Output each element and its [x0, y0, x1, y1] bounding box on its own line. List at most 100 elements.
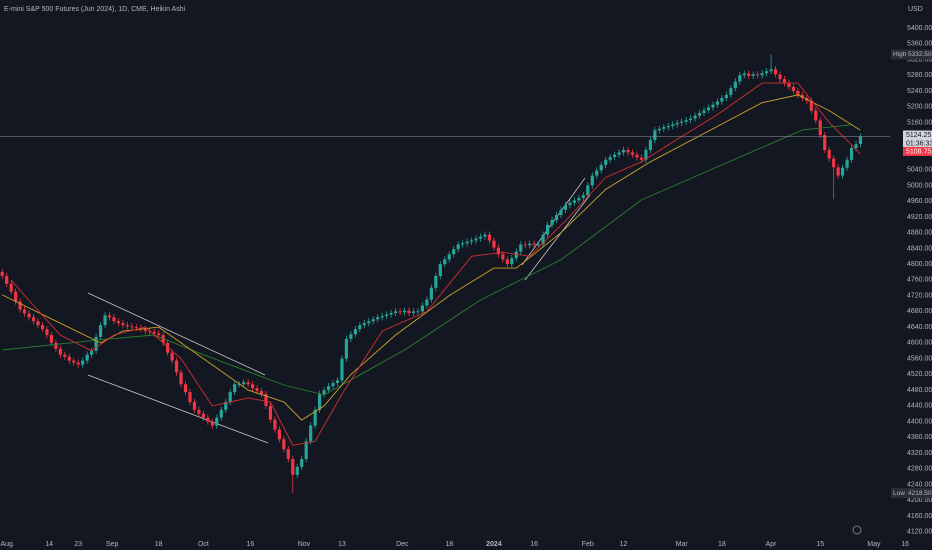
- x-tick-label: 23: [74, 541, 82, 548]
- candle-body: [510, 258, 514, 265]
- candle-body: [787, 83, 791, 88]
- candle-body: [201, 413, 205, 418]
- candle-body: [237, 384, 241, 386]
- candle-body: [273, 419, 277, 430]
- candle-body: [438, 264, 442, 276]
- candle-body: [568, 202, 572, 206]
- x-tick-label: 14: [45, 541, 53, 548]
- x-tick-label: 18: [445, 541, 453, 548]
- candle-body: [107, 315, 112, 318]
- candle-body: [353, 329, 357, 335]
- candle-body: [613, 154, 617, 158]
- candle-body: [791, 87, 796, 91]
- candle-body: [335, 380, 340, 384]
- y-tick-label: 4200.00: [907, 497, 932, 504]
- candle-body: [738, 75, 742, 82]
- candle-body: [18, 301, 22, 310]
- chart-title: E-mini S&P 500 Futures (Jun 2024), 1D, C…: [4, 6, 186, 13]
- candle-body: [693, 115, 697, 119]
- candle-body: [572, 200, 576, 203]
- candle-body: [304, 441, 308, 460]
- candle-body: [130, 326, 134, 328]
- candle-body: [385, 314, 389, 317]
- y-tick-label: 4480.00: [907, 387, 932, 394]
- candle-body: [595, 170, 599, 176]
- candle-body: [402, 310, 407, 313]
- candle-body: [756, 74, 760, 76]
- y-tick-label: 4120.00: [907, 529, 932, 536]
- candle-body: [519, 244, 523, 252]
- candle-body: [358, 325, 362, 330]
- y-tick-label: 4600.00: [907, 340, 932, 347]
- candle-body: [268, 405, 273, 420]
- trend-line: [87, 374, 269, 444]
- candle-body: [532, 243, 536, 245]
- candle-body: [0, 272, 4, 276]
- candle-body: [814, 110, 818, 121]
- x-tick-label: Feb: [582, 541, 594, 548]
- extreme-tag-label: Low: [893, 490, 905, 497]
- candle-body: [295, 466, 299, 475]
- candle-body: [197, 409, 201, 414]
- x-tick-label: 2024: [486, 541, 502, 548]
- candle-body: [447, 254, 451, 260]
- candle-body: [166, 342, 170, 353]
- candle-body: [309, 425, 313, 442]
- y-tick-label: 4560.00: [907, 355, 932, 362]
- prev-close-tag: [903, 147, 932, 157]
- candle-body: [621, 149, 626, 153]
- candle-body: [554, 214, 559, 221]
- candle-body: [206, 417, 210, 422]
- y-tick-label: 4720.00: [907, 292, 932, 299]
- candle-body: [733, 81, 737, 89]
- candle-body: [76, 362, 80, 365]
- candle-body: [715, 101, 720, 105]
- y-tick-label: 4640.00: [907, 324, 932, 331]
- candle-body: [809, 100, 813, 111]
- candle-body: [420, 305, 425, 312]
- candle-body: [648, 140, 652, 150]
- candle-body: [827, 149, 831, 159]
- candle-body: [9, 283, 13, 292]
- candle-body: [277, 429, 281, 440]
- candle-body: [389, 312, 393, 315]
- x-tick-label: Apr: [766, 541, 778, 548]
- candle-body: [800, 94, 804, 99]
- y-tick-label: 5160.00: [907, 119, 932, 126]
- candle-body: [121, 323, 125, 326]
- y-tick-label: 4360.00: [907, 434, 932, 441]
- candle-body: [487, 234, 492, 241]
- candle-body: [326, 386, 331, 391]
- candle-body: [581, 195, 585, 199]
- candle-body: [49, 335, 54, 343]
- candle-body: [639, 157, 644, 160]
- candle-body: [796, 90, 800, 95]
- candle-body: [590, 175, 594, 186]
- candle-body: [407, 310, 411, 313]
- candle-body: [318, 394, 322, 410]
- candle-body: [170, 352, 174, 361]
- candle-body: [760, 73, 764, 76]
- candle-body: [563, 205, 568, 210]
- x-tick-label: May: [867, 541, 881, 548]
- candle-body: [58, 348, 62, 355]
- y-tick-label: 5360.00: [907, 41, 932, 48]
- candle-body: [152, 331, 156, 334]
- y-tick-label: 5320.00: [907, 56, 932, 63]
- candle-body: [514, 251, 518, 259]
- candle-body: [393, 311, 398, 313]
- plot: [0, 54, 863, 494]
- candle-body: [729, 88, 733, 95]
- candle-body: [81, 360, 85, 365]
- candle-body: [720, 98, 724, 102]
- countdown: 01:36:33: [906, 140, 932, 147]
- candle-body: [505, 259, 509, 265]
- extreme-tag-value: 5332.50: [908, 51, 932, 58]
- candle-body: [858, 136, 863, 145]
- candle-body: [250, 384, 255, 389]
- x-tick-label: 16: [530, 541, 538, 548]
- candle-body: [85, 354, 89, 361]
- candle-body: [474, 238, 478, 241]
- y-tick-label: 4240.00: [907, 481, 932, 488]
- x-tick-label: 18: [718, 541, 726, 548]
